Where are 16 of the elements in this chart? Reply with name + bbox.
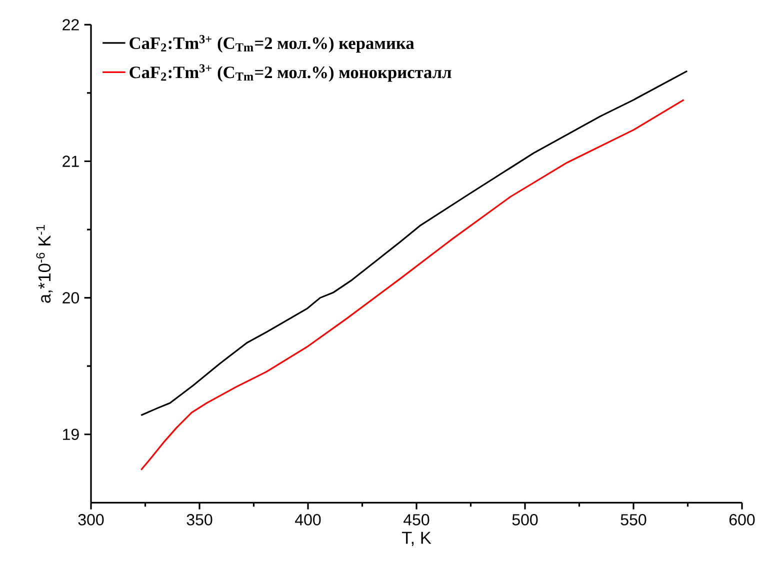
y-tick-label: 20	[62, 292, 80, 304]
x-tick-label: 500	[512, 514, 538, 526]
x-tick-label: 400	[295, 514, 321, 526]
line-series	[140, 98, 685, 471]
y-tick-label: 22	[62, 19, 79, 30]
legend-label: CaF$_{2}$:Tm$^{3+}$ (C$_{Tm}$=2 мол.%) керамика	[130, 35, 414, 53]
y-tick-label: 19	[63, 428, 79, 440]
legend-label: CaF$_{2}$:Tm$^{3+}$ (C$_{Tm}$=2 мол.%) монокристалл	[130, 64, 452, 82]
x-tick-label: 350	[186, 514, 212, 526]
x-tick-label: 450	[404, 514, 430, 526]
x-tick-label: 600	[729, 514, 755, 526]
y-axis-title: a,*10$^{-6}$ K$^{-1}$	[36, 225, 53, 303]
x-tick-label: 550	[620, 514, 646, 526]
y-tick-label: 21	[62, 156, 79, 167]
x-tick-label: 300	[78, 514, 104, 526]
x-axis-title: T, K	[402, 532, 432, 546]
